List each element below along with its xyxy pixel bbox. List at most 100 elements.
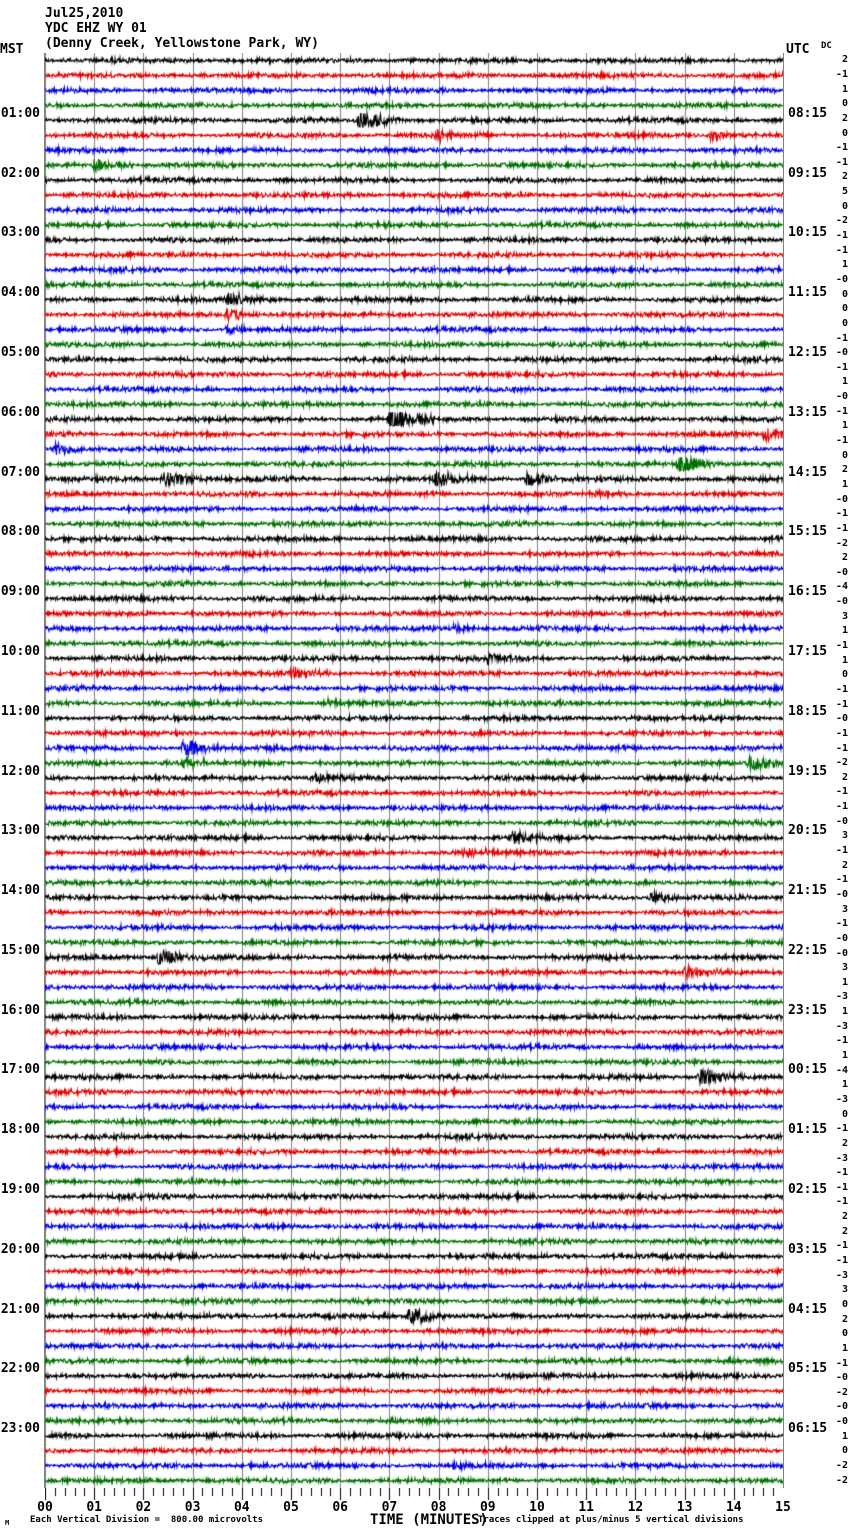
dc-value: 2 <box>841 54 848 66</box>
dc-value: -1 <box>835 698 848 710</box>
utc-time-label: 23:15 <box>788 1002 828 1018</box>
utc-time-label: 05:15 <box>788 1361 828 1377</box>
mst-time-label: 15:00 <box>0 942 40 958</box>
utc-time-label: 17:15 <box>788 643 828 659</box>
utc-time-label: 09:15 <box>788 165 828 181</box>
dc-value: -1 <box>835 786 848 798</box>
utc-time-label: 18:15 <box>788 703 828 719</box>
mst-time-label: 13:00 <box>0 823 40 839</box>
dc-column-label: DC <box>821 41 832 51</box>
dc-value: 1 <box>841 1050 848 1062</box>
x-tick-label: 08 <box>430 1500 447 1515</box>
x-tick-label: 10 <box>529 1500 545 1515</box>
dc-value: 3 <box>841 830 848 842</box>
dc-value: 1 <box>841 1079 848 1091</box>
x-tick-label: 14 <box>725 1500 742 1515</box>
dc-value: -0 <box>835 596 848 608</box>
x-tick-label: 13 <box>676 1500 693 1515</box>
mst-axis-label: MST <box>0 42 24 57</box>
utc-time-label: 00:15 <box>788 1062 828 1078</box>
dc-value: 0 <box>841 1445 848 1457</box>
x-axis-ticks <box>45 1488 783 1500</box>
utc-time-label: 19:15 <box>788 763 828 779</box>
dc-value: 2 <box>841 1137 848 1149</box>
dc-value: -1 <box>835 508 848 520</box>
dc-value: -0 <box>835 566 848 578</box>
dc-value: -2 <box>835 215 848 227</box>
mst-time-label: 23:00 <box>0 1421 40 1437</box>
dc-value: 3 <box>841 1284 848 1296</box>
header-location: (Denny Creek, Yellowstone Park, WY) <box>45 36 319 51</box>
dc-value: -1 <box>835 1167 848 1179</box>
dc-value: 1 <box>841 654 848 666</box>
utc-time-label: 01:15 <box>788 1122 828 1138</box>
dc-value: -1 <box>835 918 848 930</box>
dc-value: -1 <box>835 1357 848 1369</box>
mst-time-label: 11:00 <box>0 703 40 719</box>
dc-value: 0 <box>841 127 848 139</box>
x-tick-label: 04 <box>233 1500 250 1515</box>
dc-value: -4 <box>835 1064 848 1076</box>
x-tick-label: 01 <box>86 1500 103 1515</box>
seismogram-traces <box>45 53 783 1488</box>
dc-value: 3 <box>841 962 848 974</box>
dc-value: -0 <box>835 1401 848 1413</box>
dc-value: -0 <box>835 1416 848 1428</box>
dc-value: 1 <box>841 376 848 388</box>
mst-time-label: 05:00 <box>0 344 40 360</box>
dc-value: -4 <box>835 581 848 593</box>
dc-value: -1 <box>835 522 848 534</box>
dc-value: -3 <box>835 1020 848 1032</box>
dc-value: -0 <box>835 947 848 959</box>
mst-time-label: 08:00 <box>0 524 40 540</box>
dc-value: 0 <box>841 317 848 329</box>
dc-value: -0 <box>835 932 848 944</box>
dc-value: -1 <box>835 640 848 652</box>
dc-value: -2 <box>835 1474 848 1486</box>
dc-value: -1 <box>835 1035 848 1047</box>
dc-value: 2 <box>841 552 848 564</box>
utc-axis-label: UTC <box>786 42 810 57</box>
utc-time-label: 11:15 <box>788 285 828 301</box>
dc-value: -0 <box>835 391 848 403</box>
dc-value: -1 <box>835 683 848 695</box>
utc-time-label: 15:15 <box>788 524 828 540</box>
dc-value: -1 <box>835 1240 848 1252</box>
mst-time-label: 07:00 <box>0 464 40 480</box>
dc-value: 2 <box>841 859 848 871</box>
dc-value: 1 <box>841 1006 848 1018</box>
plot-right-border <box>782 53 784 1488</box>
x-tick-label: 09 <box>479 1500 496 1515</box>
dc-value: -2 <box>835 757 848 769</box>
mst-time-label: 01:00 <box>0 105 40 121</box>
dc-value: -1 <box>835 361 848 373</box>
dc-value: -1 <box>835 845 848 857</box>
x-axis-title: TIME (MINUTES) <box>370 1512 489 1528</box>
x-tick-label: 03 <box>184 1500 201 1515</box>
dc-value: -3 <box>835 1093 848 1105</box>
mst-time-label: 16:00 <box>0 1002 40 1018</box>
dc-value: -0 <box>835 273 848 285</box>
mst-time-label: 20:00 <box>0 1241 40 1257</box>
dc-value: -0 <box>835 493 848 505</box>
header-block: Jul25,2010 YDC EHZ WY 01 (Denny Creek, Y… <box>45 6 319 51</box>
dc-value: -1 <box>835 742 848 754</box>
dc-value: -1 <box>835 1181 848 1193</box>
dc-value: -1 <box>835 230 848 242</box>
dc-value: -2 <box>835 1386 848 1398</box>
x-tick-label: 00 <box>37 1500 53 1515</box>
utc-time-label: 08:15 <box>788 105 828 121</box>
dc-value: 1 <box>841 625 848 637</box>
x-tick-label: 15 <box>775 1500 791 1515</box>
dc-value: -1 <box>835 405 848 417</box>
x-tick-label: 07 <box>381 1500 398 1515</box>
x-tick-label: 06 <box>332 1500 349 1515</box>
mst-time-label: 04:00 <box>0 285 40 301</box>
dc-value: 2 <box>841 171 848 183</box>
dc-value: 1 <box>841 976 848 988</box>
mst-time-label: 19:00 <box>0 1182 40 1198</box>
x-tick-label: 11 <box>578 1500 595 1515</box>
dc-value: -1 <box>835 68 848 80</box>
dc-value: -1 <box>835 156 848 168</box>
helicorder-plot <box>45 53 783 1488</box>
